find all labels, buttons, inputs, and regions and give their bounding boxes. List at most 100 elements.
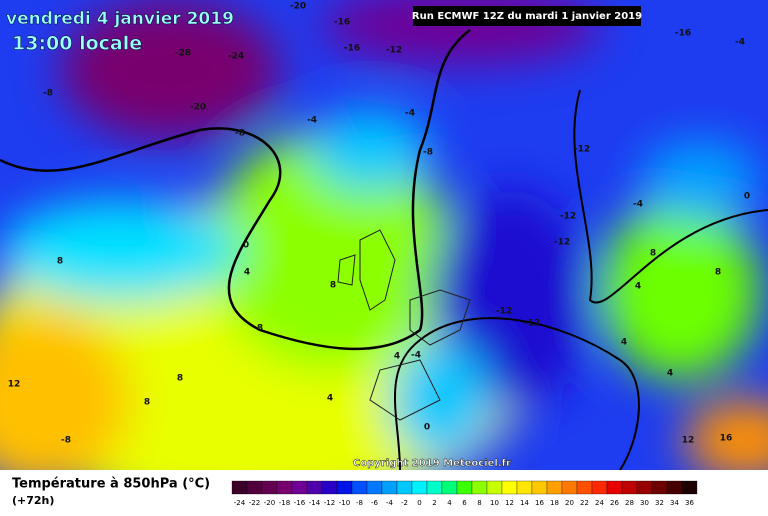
contour-label: 8	[650, 249, 656, 259]
legend-tick-label: 34	[670, 499, 679, 507]
contour-label: -4	[633, 200, 643, 210]
legend-tick-label: 0	[417, 499, 421, 507]
legend-tick-label: -2	[401, 499, 408, 507]
legend-swatch	[471, 480, 488, 495]
contour-label: -4	[735, 38, 745, 48]
legend-swatch	[231, 480, 248, 495]
legend-tick-label: 28	[625, 499, 634, 507]
legend-tick-label: 26	[610, 499, 619, 507]
legend-tick-label: -18	[279, 499, 290, 507]
contour-label: -20	[290, 2, 306, 12]
contour-label: -4	[411, 351, 421, 361]
contour-label: 4	[667, 369, 673, 379]
legend-swatch	[306, 480, 323, 495]
legend-swatch	[531, 480, 548, 495]
legend-swatch	[606, 480, 623, 495]
legend-tick-label: 8	[477, 499, 481, 507]
date: vendredi 4 janvier 2019	[6, 9, 234, 29]
contour-label: -12	[554, 238, 570, 248]
contour-label: -12	[524, 319, 540, 329]
legend-swatch	[321, 480, 338, 495]
legend-swatch	[411, 480, 428, 495]
contour-label: 4	[244, 268, 250, 278]
legend-tick-label: 10	[490, 499, 499, 507]
legend-tick-label: -24	[234, 499, 246, 507]
legend-tick-label: 18	[550, 499, 559, 507]
legend-tick-label: -12	[324, 499, 335, 507]
legend-tick-label: 4	[447, 499, 452, 507]
contour-label: -12	[574, 145, 590, 155]
contour-label: 12	[682, 436, 695, 446]
contour-label: 8	[257, 324, 263, 334]
legend-swatch	[681, 480, 698, 495]
legend-tick-label: 30	[640, 499, 649, 507]
legend-tick-label: 16	[535, 499, 544, 507]
legend-swatch	[621, 480, 638, 495]
legend-swatch	[636, 480, 653, 495]
contour-label: -16	[675, 29, 691, 39]
legend-swatch	[666, 480, 683, 495]
contour-label: -16	[344, 44, 360, 54]
legend-swatch	[576, 480, 593, 495]
legend-swatch	[366, 480, 383, 495]
contour-label: -12	[386, 46, 402, 56]
contour-label: 16	[720, 434, 733, 444]
legend-swatch	[261, 480, 278, 495]
legend-tick-label: 6	[462, 499, 467, 507]
legend-swatch	[651, 480, 668, 495]
legend-swatch	[351, 480, 368, 495]
contour-label: -28	[175, 49, 191, 59]
legend-swatch	[291, 480, 308, 495]
contour-label: -12	[496, 307, 512, 317]
run-box	[413, 6, 641, 26]
legend-swatch	[486, 480, 503, 495]
legend-swatch	[381, 480, 398, 495]
contour-label: -4	[405, 109, 415, 119]
contour-label: 4	[635, 282, 641, 292]
contour-label: 8	[715, 268, 721, 278]
contour-label: -8	[235, 129, 245, 139]
legend-tick-label: 36	[685, 499, 694, 507]
legend-tick-label: 14	[520, 499, 529, 507]
contour-label: 8	[177, 374, 183, 384]
legend-tick-label: -10	[339, 499, 350, 507]
run-info: Run ECMWF 12Z du mardi 1 janvier 2019	[412, 11, 642, 22]
contour-label: 4	[621, 338, 627, 348]
legend-tick-label: -16	[294, 499, 306, 507]
contour-label: 8	[330, 281, 336, 291]
contour-label: 0	[744, 192, 750, 202]
legend-tick-label: 12	[505, 499, 514, 507]
contour-label: -8	[423, 148, 433, 158]
legend-swatch	[246, 480, 263, 495]
legend-title: Température à 850hPa (°C)	[12, 477, 210, 492]
legend-tick-label: -14	[309, 499, 321, 507]
legend-swatch	[456, 480, 473, 495]
legend-swatch	[516, 480, 533, 495]
legend-tick-label: 24	[595, 499, 604, 507]
contour-label: 12	[8, 380, 21, 390]
contour-label: -4	[307, 116, 317, 126]
legend-swatch	[396, 480, 413, 495]
contour-label: 8	[57, 257, 63, 267]
legend-tick-label: -4	[386, 499, 394, 507]
legend-subtitle: (+72h)	[12, 494, 54, 507]
time: 13:00 locale	[12, 33, 142, 55]
legend-swatch	[441, 480, 458, 495]
contour-label: -24	[228, 52, 244, 62]
contour-label: -8	[61, 436, 71, 446]
contour-label: 8	[144, 398, 150, 408]
legend-swatch	[561, 480, 578, 495]
legend-swatch	[276, 480, 293, 495]
legend-tick-label: 2	[432, 499, 436, 507]
contour-label: -20	[190, 103, 206, 113]
legend-swatch	[336, 480, 353, 495]
copyright: Copyright 2019 Meteociel.fr	[353, 458, 511, 469]
legend-swatch	[591, 480, 608, 495]
legend-tick-label: -8	[356, 499, 363, 507]
legend-swatch	[546, 480, 563, 495]
legend-swatch	[426, 480, 443, 495]
legend-tick-label: 22	[580, 499, 589, 507]
legend-tick-label: 32	[655, 499, 664, 507]
contour-label: 4	[394, 352, 400, 362]
